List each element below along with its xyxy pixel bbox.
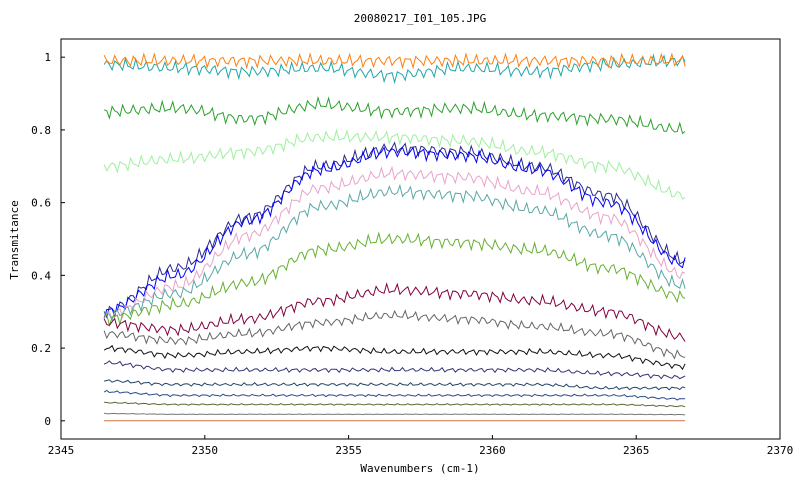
series-line xyxy=(103,52,686,70)
ticks: 2345 2350 2355 2360 2365 2370 0 0.2 0.4 0.6 0.8 1 xyxy=(31,51,793,457)
series-line xyxy=(103,146,686,319)
series-line xyxy=(103,128,686,200)
series-line xyxy=(104,412,686,416)
x-tick-label: 2345 xyxy=(48,444,75,457)
series-line xyxy=(104,401,686,408)
plot-frame xyxy=(60,38,781,440)
series-line xyxy=(103,53,686,85)
chart-title: 20080217_I01_105.JPG xyxy=(354,12,486,25)
series-line xyxy=(103,344,686,371)
x-tick-label: 2360 xyxy=(479,444,506,457)
y-tick-label: 0 xyxy=(44,415,51,428)
plot-lines xyxy=(103,52,686,422)
series-line xyxy=(104,183,686,322)
y-tick-label: 0.8 xyxy=(31,124,51,137)
series-line xyxy=(103,231,686,328)
y-axis-label: Transmitance xyxy=(8,200,21,279)
series-line xyxy=(103,141,686,319)
series-line xyxy=(103,379,686,391)
series-line xyxy=(103,282,686,342)
series-line xyxy=(103,309,686,360)
x-tick-label: 2355 xyxy=(335,444,362,457)
y-tick-label: 0.2 xyxy=(31,342,51,355)
x-axis-label: Wavenumbers (cm-1) xyxy=(360,462,479,475)
series-line xyxy=(103,360,686,380)
y-tick-label: 0.4 xyxy=(31,269,51,282)
series-line xyxy=(103,389,686,401)
x-tick-label: 2350 xyxy=(192,444,219,457)
x-tick-label: 2365 xyxy=(623,444,650,457)
series-line xyxy=(103,165,686,321)
y-tick-label: 1 xyxy=(44,51,51,64)
x-tick-label: 2370 xyxy=(767,444,794,457)
series-line xyxy=(103,95,686,135)
y-tick-label: 0.6 xyxy=(31,197,51,210)
